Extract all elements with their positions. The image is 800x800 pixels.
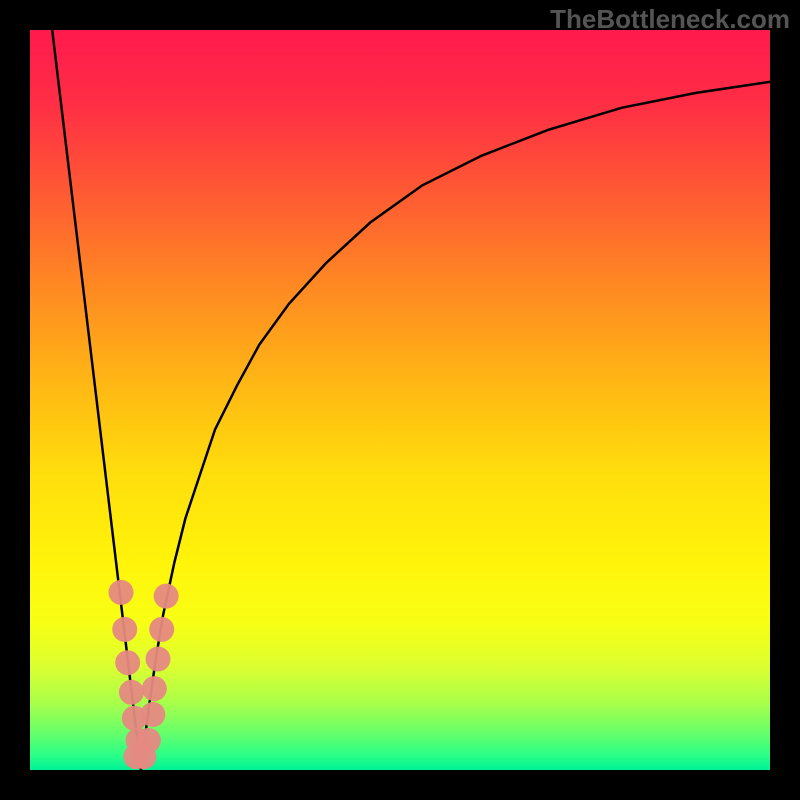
scatter-dot [119,680,144,705]
scatter-dot [149,617,174,642]
bottleneck-curve-chart [30,30,770,770]
scatter-dot [109,580,134,605]
chart-frame: TheBottleneck.com [0,0,800,800]
scatter-dot [136,728,161,753]
scatter-dot [140,702,165,727]
scatter-dot [146,647,171,672]
scatter-dot [154,584,179,609]
plot-area [30,30,770,770]
gradient-background [30,30,770,770]
watermark-text: TheBottleneck.com [550,4,790,35]
scatter-dot [142,676,167,701]
scatter-dot [112,617,137,642]
scatter-dot [115,650,140,675]
